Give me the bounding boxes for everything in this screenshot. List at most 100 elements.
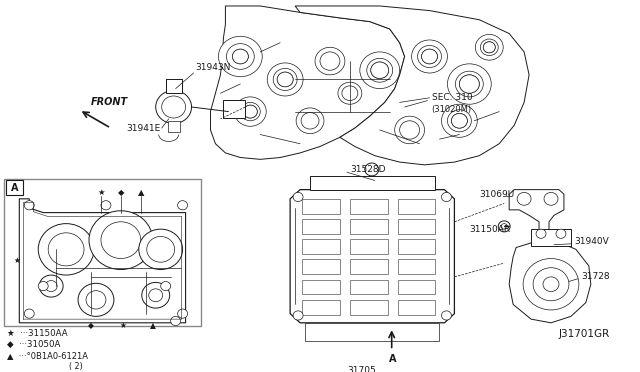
Text: 31528D: 31528D	[350, 165, 385, 174]
Bar	[302, 219, 340, 234]
Bar	[350, 300, 388, 315]
Text: ◆  ···31050A: ◆ ···31050A	[8, 340, 61, 349]
Bar	[223, 100, 245, 118]
Text: 31941E: 31941E	[126, 124, 160, 133]
Polygon shape	[19, 199, 186, 323]
Circle shape	[483, 42, 495, 53]
Circle shape	[243, 105, 257, 118]
Circle shape	[476, 35, 503, 60]
Circle shape	[320, 52, 340, 70]
Bar	[302, 280, 340, 294]
Bar	[168, 121, 180, 132]
Circle shape	[417, 45, 442, 67]
Circle shape	[422, 49, 438, 64]
Circle shape	[142, 282, 170, 308]
Bar	[310, 176, 435, 190]
Text: J31701GR: J31701GR	[559, 329, 610, 339]
Circle shape	[148, 289, 163, 302]
Circle shape	[49, 352, 57, 360]
Circle shape	[268, 63, 303, 96]
Circle shape	[241, 102, 260, 121]
Text: ★: ★	[120, 321, 126, 330]
Bar	[350, 259, 388, 274]
Circle shape	[24, 201, 35, 210]
Bar	[6, 180, 23, 195]
Polygon shape	[509, 243, 591, 323]
Circle shape	[543, 277, 559, 292]
Circle shape	[38, 224, 94, 275]
Bar	[384, 352, 402, 365]
Polygon shape	[509, 190, 564, 231]
Bar	[350, 199, 388, 214]
Circle shape	[501, 224, 507, 229]
Bar	[397, 239, 435, 254]
Text: ★: ★	[97, 188, 105, 197]
Circle shape	[447, 110, 471, 132]
Circle shape	[234, 97, 266, 126]
Circle shape	[24, 309, 35, 318]
Text: ▲: ▲	[150, 321, 156, 330]
Circle shape	[442, 311, 451, 320]
Circle shape	[39, 275, 63, 297]
Circle shape	[498, 221, 510, 232]
Text: ▲: ▲	[138, 188, 144, 197]
Bar	[350, 280, 388, 294]
Text: ◆: ◆	[88, 321, 94, 330]
Circle shape	[48, 233, 84, 266]
Bar	[302, 239, 340, 254]
Circle shape	[483, 42, 495, 53]
Circle shape	[342, 86, 358, 100]
Bar	[397, 259, 435, 274]
Text: ▲  ···°0B1A0-6121A: ▲ ···°0B1A0-6121A	[8, 352, 88, 360]
Circle shape	[218, 36, 262, 77]
Bar	[397, 300, 435, 315]
Circle shape	[161, 282, 171, 291]
Bar	[350, 239, 388, 254]
Bar	[166, 80, 182, 93]
Circle shape	[360, 52, 399, 89]
Text: FRONT: FRONT	[91, 97, 128, 108]
Polygon shape	[290, 190, 454, 323]
Circle shape	[544, 192, 558, 205]
Circle shape	[442, 104, 477, 137]
Circle shape	[442, 192, 451, 202]
Bar	[397, 219, 435, 234]
Text: ◆: ◆	[118, 188, 124, 197]
Text: 31150AR: 31150AR	[469, 225, 511, 234]
Bar	[531, 229, 571, 246]
Circle shape	[480, 39, 498, 55]
Circle shape	[273, 68, 297, 90]
Text: (31020M): (31020M)	[431, 105, 472, 114]
Circle shape	[89, 211, 153, 270]
Circle shape	[232, 49, 248, 64]
Circle shape	[451, 113, 467, 128]
Circle shape	[277, 72, 293, 87]
Text: 31069U: 31069U	[479, 190, 515, 199]
Circle shape	[178, 309, 188, 318]
Circle shape	[45, 280, 57, 292]
Circle shape	[460, 75, 479, 93]
Bar	[350, 219, 388, 234]
Circle shape	[171, 316, 180, 326]
Text: ( 2): ( 2)	[69, 362, 83, 371]
Text: 31943N: 31943N	[196, 63, 231, 72]
Circle shape	[101, 201, 111, 210]
Polygon shape	[305, 323, 440, 341]
Bar	[302, 259, 340, 274]
Circle shape	[536, 229, 546, 238]
Circle shape	[296, 108, 324, 134]
Circle shape	[162, 96, 186, 118]
Circle shape	[156, 90, 191, 124]
Circle shape	[556, 229, 566, 238]
Circle shape	[451, 113, 467, 128]
Circle shape	[38, 282, 48, 291]
Bar	[302, 199, 340, 214]
Polygon shape	[211, 6, 404, 159]
Circle shape	[533, 268, 569, 301]
Text: 31940V: 31940V	[574, 237, 609, 247]
Circle shape	[395, 116, 424, 144]
Bar	[397, 280, 435, 294]
Circle shape	[338, 82, 362, 104]
Circle shape	[523, 259, 579, 310]
Circle shape	[227, 44, 254, 69]
